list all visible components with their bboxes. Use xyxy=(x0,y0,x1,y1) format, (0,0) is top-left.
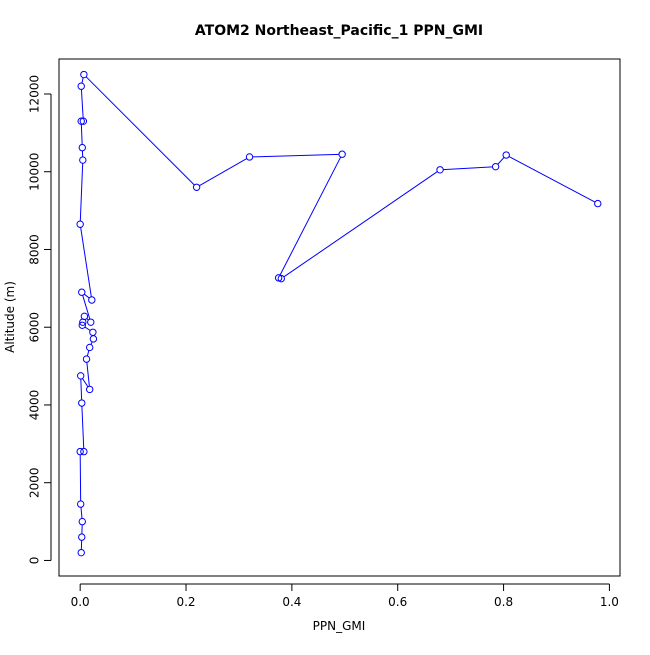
x-tick-label: 0.4 xyxy=(282,595,301,609)
y-tick-label: 8000 xyxy=(28,234,42,265)
y-tick-label: 4000 xyxy=(28,390,42,421)
y-tick-label: 10000 xyxy=(28,153,42,191)
x-tick-label: 1.0 xyxy=(600,595,619,609)
y-tick-label: 2000 xyxy=(28,467,42,498)
y-tick-label: 12000 xyxy=(28,75,42,113)
x-tick-label: 0.2 xyxy=(176,595,195,609)
chart-title: ATOM2 Northeast_Pacific_1 PPN_GMI xyxy=(195,23,483,39)
x-tick-label: 0.8 xyxy=(494,595,513,609)
y-tick-label: 0 xyxy=(28,557,42,565)
x-tick-label: 0.6 xyxy=(388,595,407,609)
x-axis-label: PPN_GMI xyxy=(313,619,366,633)
y-axis-label: Altitude (m) xyxy=(3,281,17,353)
x-tick-label: 0.0 xyxy=(71,595,90,609)
y-tick-label: 6000 xyxy=(28,312,42,343)
